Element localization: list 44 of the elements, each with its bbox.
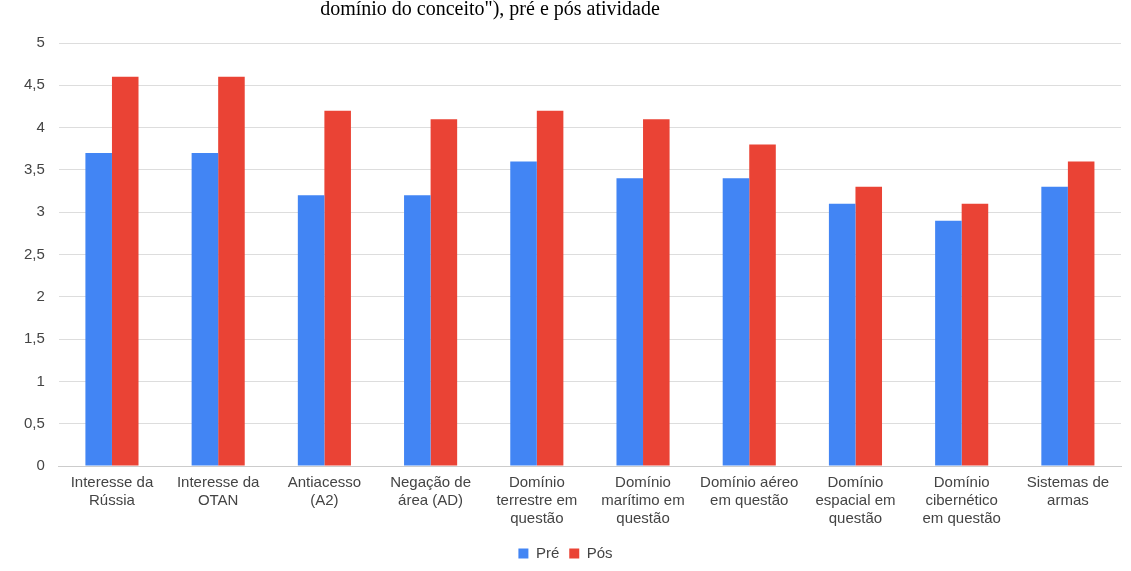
bar xyxy=(404,195,431,466)
bar xyxy=(749,144,776,466)
y-tick-label: 1,5 xyxy=(23,329,45,347)
x-tick-label: Domínio espacial em questão xyxy=(815,473,896,527)
bar xyxy=(828,203,856,466)
y-tick-label: 4 xyxy=(36,117,45,135)
bar xyxy=(85,152,112,466)
bar xyxy=(510,161,537,466)
bar xyxy=(616,178,644,466)
x-tick-label: Domínio marítimo em questão xyxy=(601,473,685,527)
bar xyxy=(1041,186,1068,466)
x-tick-label: Sistemas de armas xyxy=(1026,473,1110,509)
y-tick-label: 2 xyxy=(36,286,45,304)
x-tick-label: Antiacesso (A2) xyxy=(287,473,362,509)
y-tick-label: 2,5 xyxy=(23,244,45,262)
bar xyxy=(961,203,989,466)
bar xyxy=(1067,161,1095,466)
bar xyxy=(935,220,962,466)
bar xyxy=(722,178,750,466)
bar xyxy=(297,195,325,466)
x-tick-label: Interesse da OTAN xyxy=(176,473,261,509)
x-tick-label: Interesse da Rússia xyxy=(70,473,154,509)
x-tick-label: Domínio cibernético em questão xyxy=(922,473,1001,527)
y-tick-label: 0,5 xyxy=(23,413,45,431)
bar xyxy=(855,186,883,466)
legend-label: Pré xyxy=(535,543,560,561)
y-tick-label: 3,5 xyxy=(23,160,45,178)
y-tick-label: 0 xyxy=(36,456,45,474)
x-tick-label: Domínio aéreo em questão xyxy=(700,473,799,509)
bar xyxy=(430,119,458,466)
y-tick-label: 3 xyxy=(36,202,45,220)
bar xyxy=(643,119,670,466)
y-tick-label: 4,5 xyxy=(23,75,45,93)
bar xyxy=(191,152,219,466)
bar xyxy=(111,76,139,466)
y-tick-label: 5 xyxy=(36,33,45,51)
x-tick-label: Negação de área (AD) xyxy=(390,473,472,509)
bar xyxy=(324,110,351,466)
y-tick-label: 1 xyxy=(36,371,45,389)
legend-label: Pós xyxy=(586,543,613,561)
bar xyxy=(218,76,245,466)
chart-title: domínio do conceito"), pré e pós atividade xyxy=(319,0,661,20)
bar xyxy=(536,110,564,466)
x-tick-label: Domínio terrestre em questão xyxy=(496,473,578,527)
